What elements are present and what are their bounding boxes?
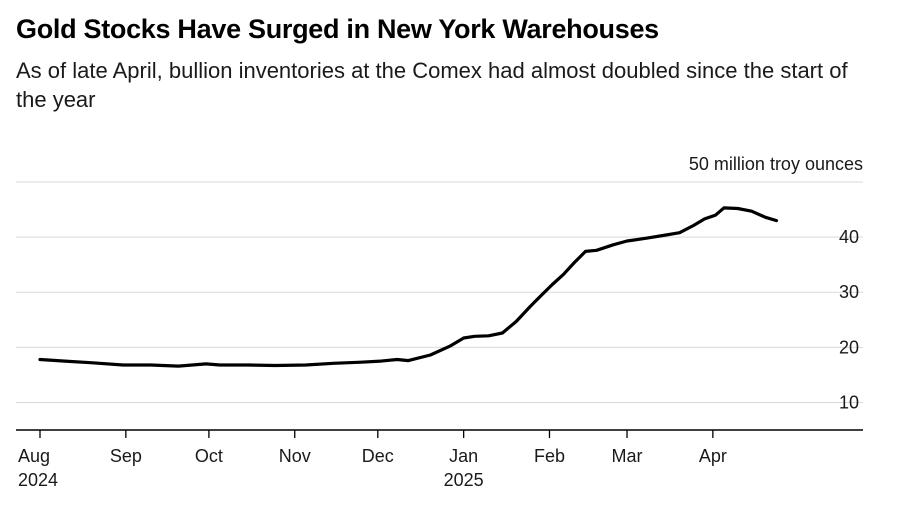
x-tick-year-label: 2025 bbox=[444, 470, 484, 490]
chart-title: Gold Stocks Have Surged in New York Ware… bbox=[16, 14, 659, 44]
y-axis-labels: 50 million troy ounces 40 30 20 10 bbox=[689, 154, 863, 412]
x-tick-label: Nov bbox=[279, 446, 311, 466]
x-tick-label: Dec bbox=[362, 446, 394, 466]
chart-subtitle: As of late April, bullion inventories at… bbox=[16, 58, 848, 112]
x-tick-label: Oct bbox=[195, 446, 223, 466]
x-tick-year-label: 2024 bbox=[18, 470, 58, 490]
y-tick-label: 30 bbox=[839, 282, 859, 302]
x-tick-label: Feb bbox=[534, 446, 565, 466]
x-axis: Aug 2024 Sep Oct Nov Dec Jan 2025 Feb Mar Apr bbox=[16, 429, 863, 490]
series-line-layer bbox=[38, 206, 779, 368]
x-tick-label: Sep bbox=[110, 446, 142, 466]
x-tick-label: Aug bbox=[18, 446, 50, 466]
x-tick-label: Apr bbox=[699, 446, 727, 466]
x-tick-label: Jan bbox=[449, 446, 478, 466]
y-tick-label: 40 bbox=[839, 227, 859, 247]
series-line bbox=[38, 206, 779, 368]
y-tick-label: 10 bbox=[839, 392, 859, 412]
gridlines bbox=[16, 181, 863, 403]
y-tick-label: 20 bbox=[839, 337, 859, 357]
x-tick-label: Mar bbox=[612, 446, 643, 466]
y-tick-label: 50 million troy ounces bbox=[689, 154, 863, 174]
